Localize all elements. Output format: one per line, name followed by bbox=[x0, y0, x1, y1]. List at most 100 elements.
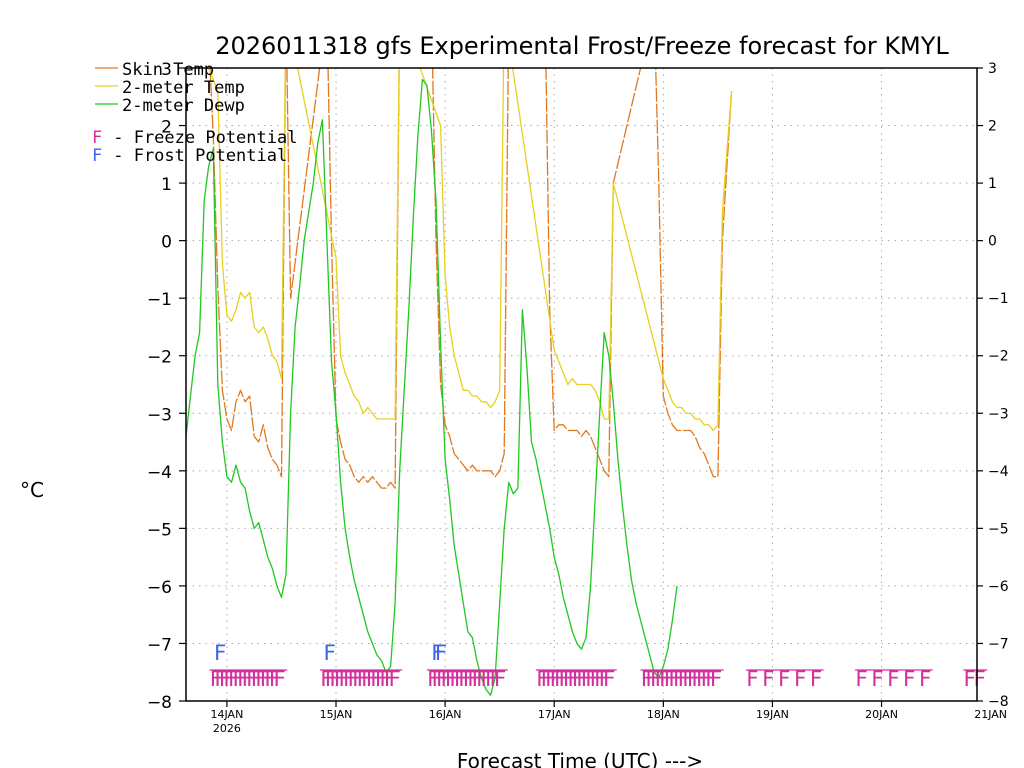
freeze-marker: F bbox=[338, 667, 351, 691]
y-tick-label-left: −2 bbox=[147, 348, 172, 368]
freeze-marker: F bbox=[581, 667, 594, 691]
freeze-marker: F bbox=[558, 667, 571, 691]
freeze-marker: F bbox=[576, 667, 589, 691]
y-tick-label-right: −6 bbox=[988, 579, 1009, 595]
series-line-2-meter-dewp bbox=[186, 78, 678, 696]
freeze-marker: F bbox=[673, 667, 686, 691]
y-tick-label-left: −7 bbox=[147, 635, 172, 655]
freeze-marker: F bbox=[250, 667, 263, 691]
y-axis-label: °C bbox=[20, 478, 44, 502]
freeze-marker: F bbox=[458, 667, 471, 691]
freeze-marker: F bbox=[329, 667, 342, 691]
legend-freeze-symbol: F bbox=[92, 128, 102, 148]
freeze-marker: F bbox=[370, 667, 383, 691]
freeze-marker: F bbox=[436, 667, 449, 691]
freeze-marker: F bbox=[641, 667, 654, 691]
freeze-marker: F bbox=[855, 667, 868, 691]
y-tick-label-right: −3 bbox=[988, 406, 1009, 422]
freeze-marker: F bbox=[563, 667, 576, 691]
y-tick-label-right: 2 bbox=[988, 119, 997, 135]
y-tick-label-left: −5 bbox=[147, 520, 172, 540]
freeze-marker: F bbox=[691, 667, 704, 691]
freeze-marker: F bbox=[489, 667, 502, 691]
freeze-marker: F bbox=[871, 667, 884, 691]
x-tick-label: 20JAN bbox=[865, 708, 898, 721]
freeze-marker: F bbox=[480, 667, 493, 691]
legend-label-skin-temp: Skin Temp bbox=[122, 60, 214, 80]
freeze-marker: F bbox=[219, 667, 232, 691]
freeze-marker: F bbox=[431, 667, 444, 691]
freeze-marker: F bbox=[232, 667, 245, 691]
freeze-marker: F bbox=[687, 667, 700, 691]
freeze-marker: F bbox=[347, 667, 360, 691]
freeze-marker: F bbox=[365, 667, 378, 691]
freeze-marker: F bbox=[567, 667, 580, 691]
freeze-marker: F bbox=[228, 667, 241, 691]
legend-frost-symbol: F bbox=[92, 146, 102, 166]
freeze-marker: F bbox=[334, 667, 347, 691]
x-tick-label: 18JAN bbox=[647, 708, 680, 721]
freeze-marker: F bbox=[696, 667, 709, 691]
x-tick-label: 14JAN bbox=[211, 708, 244, 721]
freeze-marker: F bbox=[210, 667, 223, 691]
plot-frame bbox=[185, 67, 978, 702]
freeze-marker: F bbox=[375, 667, 388, 691]
y-tick-label-right: −2 bbox=[988, 349, 1009, 365]
freeze-marker: F bbox=[361, 667, 374, 691]
freeze-marker: F bbox=[494, 667, 507, 691]
freeze-marker: F bbox=[445, 667, 458, 691]
series-line-skin-temp bbox=[209, 68, 733, 489]
freeze-marker: F bbox=[237, 667, 250, 691]
freeze-marker: F bbox=[664, 667, 677, 691]
freeze-marker: F bbox=[594, 667, 607, 691]
freeze-marker: F bbox=[585, 667, 598, 691]
freeze-marker: F bbox=[241, 667, 254, 691]
freeze-marker: F bbox=[668, 667, 681, 691]
y-tick-label-right: −8 bbox=[988, 694, 1009, 710]
freeze-marker: F bbox=[645, 667, 658, 691]
y-tick-label-left: 2 bbox=[161, 118, 172, 138]
freeze-marker: F bbox=[598, 667, 611, 691]
frost-marker: F bbox=[431, 641, 444, 665]
freeze-marker: F bbox=[462, 667, 475, 691]
freeze-marker: F bbox=[654, 667, 667, 691]
freeze-marker: F bbox=[269, 667, 282, 691]
y-tick-label-right: 3 bbox=[988, 61, 997, 77]
freeze-marker: F bbox=[682, 667, 695, 691]
freeze-marker: F bbox=[273, 667, 286, 691]
freeze-marker: F bbox=[540, 667, 553, 691]
freeze-marker: F bbox=[705, 667, 718, 691]
freeze-marker: F bbox=[485, 667, 498, 691]
freeze-marker: F bbox=[762, 667, 775, 691]
freeze-marker: F bbox=[778, 667, 791, 691]
freeze-marker: F bbox=[572, 667, 585, 691]
y-tick-label-left: 3 bbox=[161, 60, 172, 80]
y-tick-label-left: 1 bbox=[161, 175, 172, 195]
freeze-marker: F bbox=[440, 667, 453, 691]
x-tick-label: 19JAN bbox=[756, 708, 789, 721]
freeze-marker: F bbox=[545, 667, 558, 691]
freeze-marker: F bbox=[246, 667, 259, 691]
freeze-marker: F bbox=[343, 667, 356, 691]
x-tick-label: 16JAN bbox=[429, 708, 462, 721]
x-tick-sublabel: 2026 bbox=[213, 722, 241, 735]
legend-label-2m-dewp: 2-meter Dewp bbox=[122, 96, 245, 116]
freeze-marker: F bbox=[476, 667, 489, 691]
y-tick-label-right: −7 bbox=[988, 636, 1009, 652]
freeze-marker: F bbox=[264, 667, 277, 691]
y-tick-label-left: −4 bbox=[147, 463, 172, 483]
y-tick-label-right: −5 bbox=[988, 521, 1009, 537]
freeze-marker: F bbox=[963, 667, 976, 691]
x-tick-label: 15JAN bbox=[320, 708, 353, 721]
y-tick-label-right: −1 bbox=[988, 291, 1009, 307]
freeze-marker: F bbox=[384, 667, 397, 691]
x-axis-label: Forecast Time (UTC) ---> bbox=[457, 749, 703, 768]
axes: 3 3 2 2 1 1 0 0 −1 −1 −2 −2 −3 −3 −4 −4 −5 −5 −6 −6 −7 −7 −8 −8… bbox=[147, 60, 1009, 735]
y-tick-label-left: 0 bbox=[161, 233, 172, 253]
frost-marker: F bbox=[214, 641, 227, 665]
freeze-marker: F bbox=[454, 667, 467, 691]
freeze-marker: F bbox=[589, 667, 602, 691]
legend-frost-label: - Frost Potential bbox=[103, 146, 287, 166]
freeze-marker: F bbox=[810, 667, 823, 691]
